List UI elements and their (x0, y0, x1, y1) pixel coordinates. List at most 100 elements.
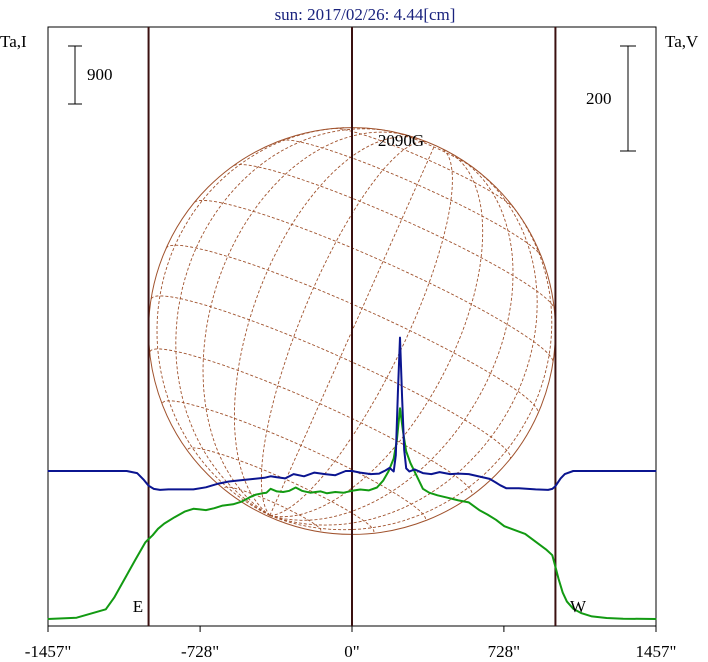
data-point-stokes-i (591, 615, 593, 618)
data-point-stokes-v (518, 487, 520, 489)
data-point-stokes-i (457, 499, 459, 501)
data-point-stokes-v (351, 470, 353, 472)
data-point-stokes-v (217, 483, 220, 485)
data-point-stokes-i (174, 516, 176, 518)
data-point-stokes-i (47, 618, 49, 620)
data-point-stokes-v (499, 484, 501, 486)
data-point-stokes-v (408, 470, 410, 473)
data-point-stokes-v (564, 473, 566, 475)
data-point-stokes-v (430, 473, 432, 475)
right-scale-label: 200 (586, 89, 612, 108)
longitude-line (269, 200, 553, 531)
data-point-stokes-v (495, 482, 497, 484)
data-point-stokes-i (124, 578, 126, 580)
data-point-stokes-i (487, 514, 489, 516)
data-point-stokes-i (655, 618, 657, 620)
data-point-stokes-i (232, 503, 234, 505)
data-point-stokes-i (580, 612, 583, 614)
data-point-stokes-v (655, 470, 657, 472)
east-limb-label: E (133, 597, 143, 616)
data-point-stokes-i (157, 528, 159, 530)
x-tick-label: -728" (181, 642, 219, 661)
data-point-stokes-v (554, 485, 557, 487)
latitude-line (281, 139, 542, 257)
left-scale-bar (68, 45, 82, 105)
data-point-stokes-v (389, 467, 391, 469)
data-point-stokes-v (397, 391, 399, 393)
data-point-stokes-i (326, 492, 328, 494)
data-point-stokes-v (401, 396, 403, 399)
data-point-stokes-i (163, 523, 165, 525)
latitude-line (194, 199, 554, 362)
data-point-stokes-i (320, 490, 322, 492)
longitude-line (269, 145, 436, 516)
data-point-stokes-i (478, 509, 480, 511)
data-point-stokes-i (393, 457, 395, 460)
data-point-stokes-v (303, 475, 305, 477)
data-point-stokes-i (422, 488, 424, 490)
data-point-stokes-i (622, 618, 624, 620)
data-point-stokes-i (276, 490, 278, 492)
data-point-stokes-i (144, 541, 146, 543)
data-point-stokes-i (447, 497, 449, 499)
data-point-stokes-i (261, 492, 263, 494)
longitude-line (175, 128, 392, 516)
series-layer (47, 336, 657, 620)
latitude-line (165, 244, 539, 414)
data-point-stokes-i (503, 525, 505, 527)
data-point-stokes-i (134, 559, 136, 562)
data-point-stokes-v (126, 470, 128, 472)
data-point-stokes-i (270, 488, 272, 490)
data-point-stokes-i (288, 490, 290, 492)
data-point-stokes-v (547, 489, 549, 491)
data-point-stokes-i (382, 479, 384, 481)
data-point-stokes-i (148, 538, 150, 540)
longitude-line (233, 136, 421, 516)
longitude-line (202, 131, 407, 516)
data-point-stokes-i (76, 617, 78, 619)
series-line-stokes-v (48, 336, 656, 491)
data-point-stokes-v (148, 485, 150, 487)
left-scale-label: 900 (87, 65, 113, 84)
latitude-line (334, 127, 515, 209)
data-point-stokes-i (606, 617, 608, 619)
data-point-stokes-i (405, 450, 407, 452)
data-point-stokes-i (376, 486, 378, 489)
data-point-stokes-v (359, 472, 361, 474)
longitude-line (269, 168, 538, 526)
latitude-line (390, 130, 475, 169)
data-point-stokes-i (551, 554, 553, 556)
data-point-stokes-i (351, 490, 353, 492)
data-point-stokes-v (153, 488, 155, 490)
data-point-stokes-v (324, 473, 326, 475)
data-point-stokes-i (514, 529, 516, 531)
data-point-stokes-i (113, 597, 115, 599)
data-point-stokes-v (489, 478, 491, 480)
data-point-stokes-i (495, 519, 497, 521)
data-point-stokes-i (152, 534, 154, 536)
data-point-stokes-v (439, 471, 441, 473)
data-point-stokes-v (313, 472, 315, 474)
limb-lines (147, 27, 557, 626)
data-point-stokes-i (566, 601, 568, 603)
data-point-stokes-v (384, 469, 386, 472)
solar-disk-grid (148, 127, 556, 535)
longitude-line (156, 127, 345, 516)
x-tick-label: 1457" (636, 642, 677, 661)
data-point-stokes-v (457, 473, 459, 475)
data-point-stokes-v (136, 472, 138, 474)
data-point-stokes-v (422, 472, 424, 474)
x-tick-label: 0" (344, 642, 359, 661)
data-point-stokes-v (393, 470, 395, 473)
data-point-stokes-v (414, 468, 416, 470)
x-axis-ticks: -1457" -728" 0" 728" 1457" (25, 626, 677, 661)
data-point-stokes-v (293, 473, 295, 475)
data-point-stokes-i (249, 496, 251, 498)
data-point-stokes-v (601, 470, 604, 472)
data-point-stokes-i (199, 508, 201, 510)
data-point-stokes-v (560, 477, 562, 479)
data-point-stokes-v (449, 473, 451, 475)
west-limb-label: W (570, 597, 587, 616)
data-point-stokes-i (309, 492, 311, 494)
data-point-stokes-v (167, 488, 169, 490)
